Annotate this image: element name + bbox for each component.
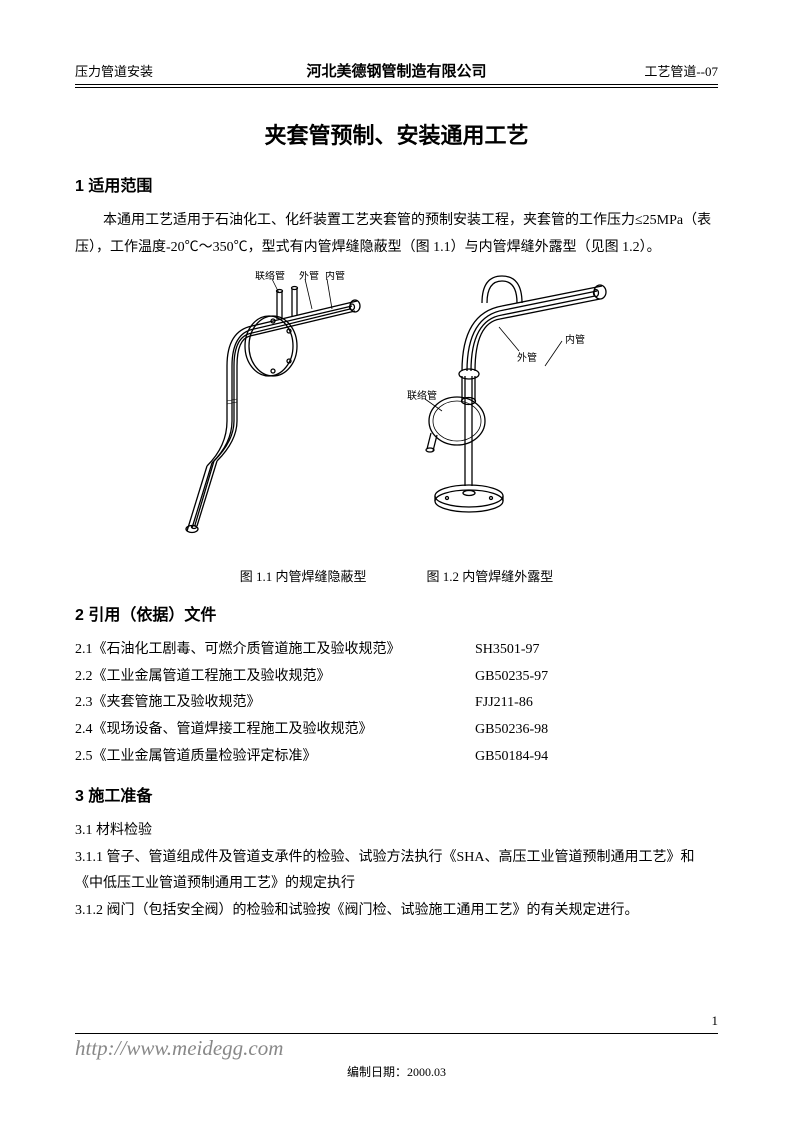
section-3-sub1: 3.1 材料检验: [75, 818, 718, 845]
fig-label-l2: 外管: [299, 271, 319, 282]
page-footer: 1 http://www.meidegg.com 编制日期：2000.03: [75, 1033, 718, 1080]
ref-label: 2.5《工业金属管道质量检验评定标准》: [75, 744, 475, 771]
fig-label-r3: 联络管: [407, 389, 437, 402]
section-3-sub2: 3.1.1 管子、管道组成件及管道支承件的检验、试验方法执行《SHA、高压工业管…: [75, 845, 718, 898]
ref-row: 2.4《现场设备、管道焊接工程施工及验收规范》 GB50236-98: [75, 717, 718, 744]
section-2-heading: 2 引用（依据）文件: [75, 601, 718, 625]
section-3-heading: 3 施工准备: [75, 782, 718, 806]
ref-row: 2.2《工业金属管道工程施工及验收规范》 GB50235-97: [75, 664, 718, 691]
fig-label-l3: 内管: [325, 271, 345, 282]
section-3-sub3: 3.1.2 阀门（包括安全阀）的检验和试验按《阀门检、试验施工通用工艺》的有关规…: [75, 898, 718, 925]
section-1-body: 本通用工艺适用于石油化工、化纤装置工艺夹套管的预制安装工程，夹套管的工作压力≤2…: [75, 208, 718, 261]
ref-code: GB50236-98: [475, 717, 718, 744]
fig-label-r2: 内管: [565, 333, 585, 346]
page-number: 1: [712, 1013, 719, 1029]
figure-captions: 图 1.1 内管焊缝隐蔽型 图 1.2 内管焊缝外露型: [75, 566, 718, 585]
ref-label: 2.4《现场设备、管道焊接工程施工及验收规范》: [75, 717, 475, 744]
fig-label-l1: 联络管: [255, 271, 285, 282]
ref-label: 2.3《夹套管施工及验收规范》: [75, 690, 475, 717]
ref-code: GB50235-97: [475, 664, 718, 691]
header-divider: [75, 84, 718, 85]
figure-caption-2: 图 1.2 内管焊缝外露型: [427, 566, 554, 585]
footer-watermark: http://www.meidegg.com: [75, 1036, 283, 1061]
footer-divider: [75, 1033, 718, 1034]
header-center-text: 河北美德钢管制造有限公司: [289, 60, 503, 81]
header-right-text: 工艺管道--07: [504, 61, 718, 80]
footer-date: 编制日期：2000.03: [75, 1063, 718, 1080]
ref-code: SH3501-97: [475, 637, 718, 664]
header-left-text: 压力管道安装: [75, 61, 289, 80]
reference-list: 2.1《石油化工剧毒、可燃介质管道施工及验收规范》 SH3501-97 2.2《…: [75, 637, 718, 770]
pipe-diagram-svg: 联络管 外管 内管 外管 内管 联络管: [177, 271, 617, 556]
ref-row: 2.5《工业金属管道质量检验评定标准》 GB50184-94: [75, 744, 718, 771]
figure-area: 联络管 外管 内管 外管 内管 联络管: [75, 271, 718, 561]
header-divider-2: [75, 87, 718, 88]
figure-caption-1: 图 1.1 内管焊缝隐蔽型: [240, 566, 367, 585]
fig-label-r1: 外管: [517, 351, 537, 364]
page-header: 压力管道安装 河北美德钢管制造有限公司 工艺管道--07: [75, 60, 718, 84]
ref-label: 2.2《工业金属管道工程施工及验收规范》: [75, 664, 475, 691]
ref-label: 2.1《石油化工剧毒、可燃介质管道施工及验收规范》: [75, 637, 475, 664]
document-title: 夹套管预制、安装通用工艺: [75, 118, 718, 150]
ref-code: GB50184-94: [475, 744, 718, 771]
section-1-heading: 1 适用范围: [75, 172, 718, 196]
ref-row: 2.1《石油化工剧毒、可燃介质管道施工及验收规范》 SH3501-97: [75, 637, 718, 664]
ref-row: 2.3《夹套管施工及验收规范》 FJJ211-86: [75, 690, 718, 717]
ref-code: FJJ211-86: [475, 690, 718, 717]
